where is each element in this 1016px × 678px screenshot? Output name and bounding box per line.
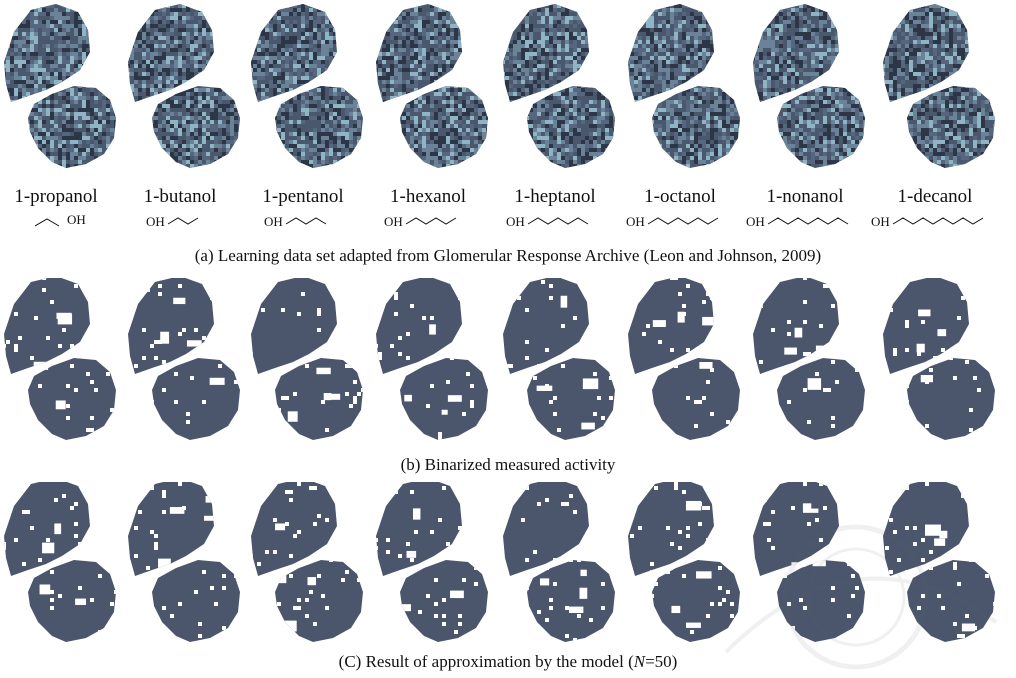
- caption-b: (b) Binarized measured activity: [400, 455, 616, 474]
- glomerular-map: [251, 4, 363, 168]
- row-c-model-maps: [0, 482, 1016, 650]
- molecule-structure: OH: [626, 214, 719, 229]
- caption-c: (C) Result of approximation by the model…: [0, 652, 1016, 672]
- caption-c-variable: N: [633, 652, 646, 671]
- row-b-binarized-maps: [0, 278, 1016, 453]
- carbon-chain: [285, 217, 327, 225]
- glomerular-map: [4, 482, 116, 642]
- glomerular-map: [883, 278, 995, 440]
- glomerular-map: [251, 482, 363, 642]
- carbon-chain: [167, 217, 199, 225]
- molecule-structure: OH: [871, 214, 984, 229]
- glomerular-map: [128, 278, 240, 440]
- caption-a: (a) Learning data set adapted from Glome…: [194, 246, 822, 265]
- caption-c-suffix: =50): [645, 652, 678, 671]
- compound-label: 1-heptanol: [514, 186, 596, 207]
- glomerular-map: [503, 4, 615, 168]
- carbon-chain: [35, 218, 60, 227]
- glomerular-map: [753, 278, 865, 440]
- glomerular-map: [128, 4, 240, 168]
- compound-label: 1-octanol: [644, 186, 716, 207]
- glomerular-map: [376, 278, 488, 440]
- carbon-chain: [647, 217, 719, 225]
- caption-c-prefix: (C) Result of approximation by the model…: [338, 652, 634, 671]
- glomerular-map: [628, 278, 740, 440]
- molecule-structure: OH: [146, 214, 199, 229]
- watermark-logo: [724, 524, 998, 670]
- hydroxyl-label: OH: [871, 214, 890, 229]
- hydroxyl-label: OH: [264, 214, 283, 229]
- glomerular-map: [4, 278, 116, 440]
- carbon-chain: [892, 217, 984, 225]
- molecule-structure: OH: [35, 212, 86, 227]
- carbon-chain: [767, 217, 849, 225]
- glomerular-map: [4, 4, 116, 168]
- compound-label: 1-nonanol: [766, 186, 844, 207]
- compound-label: 1-hexanol: [390, 186, 466, 207]
- hydroxyl-label: OH: [626, 214, 645, 229]
- glomerular-map: [251, 278, 363, 440]
- model-approximation-maps: [4, 482, 995, 642]
- glomerular-map: [628, 4, 740, 168]
- molecule-structure: OH: [506, 214, 589, 229]
- molecule-structure: OH: [746, 214, 849, 229]
- carbon-chain: [405, 217, 457, 225]
- glomerular-map: [753, 4, 865, 168]
- carbon-chain: [527, 217, 589, 225]
- row-a-learning-maps: [0, 0, 1016, 180]
- glomerular-map: [883, 4, 995, 168]
- binarized-activity-maps: [4, 278, 995, 440]
- hydroxyl-label: OH: [746, 214, 765, 229]
- hydroxyl-label: OH: [67, 212, 86, 227]
- hydroxyl-label: OH: [384, 214, 403, 229]
- molecule-structure: OH: [384, 214, 457, 229]
- glomerular-map: [503, 278, 615, 440]
- glomerular-map: [376, 4, 488, 168]
- glomerular-map: [503, 482, 615, 642]
- glomerular-map: [128, 482, 240, 642]
- hydroxyl-label: OH: [146, 214, 165, 229]
- learning-data-maps: [4, 4, 995, 168]
- glomerular-map: [376, 482, 488, 642]
- compound-label: 1-butanol: [143, 186, 217, 207]
- compound-label: 1-decanol: [897, 186, 973, 207]
- compound-label: 1-propanol: [14, 186, 98, 207]
- hydroxyl-label: OH: [506, 214, 525, 229]
- molecule-structure: OH: [264, 214, 327, 229]
- compound-label: 1-pentanol: [262, 186, 344, 207]
